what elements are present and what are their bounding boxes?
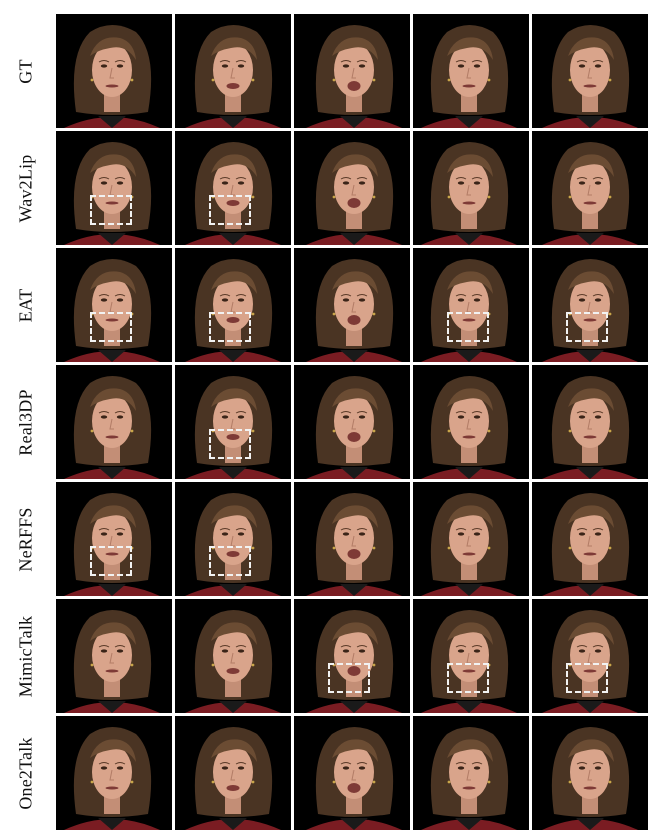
face-image xyxy=(532,599,648,713)
face-image xyxy=(294,716,410,830)
row-label-text: One2Talk xyxy=(15,736,36,810)
mouth-highlight-box xyxy=(90,195,132,225)
mouth-highlight-box xyxy=(566,312,608,342)
row-label: NeRFFS xyxy=(0,482,52,596)
face-image xyxy=(413,14,529,128)
face-image xyxy=(56,716,172,830)
face-image xyxy=(413,599,529,713)
mouth-highlight-box xyxy=(209,429,251,459)
row-label-text: MimicTalk xyxy=(15,615,36,697)
face-image xyxy=(413,716,529,830)
face-image xyxy=(175,14,291,128)
mouth-highlight-box xyxy=(90,312,132,342)
mouth-highlight-box xyxy=(447,663,489,693)
face-image xyxy=(56,482,172,596)
face-image xyxy=(413,131,529,245)
row-label-text: Wav2Lip xyxy=(15,154,36,222)
face-image xyxy=(175,131,291,245)
mouth-highlight-box xyxy=(209,312,251,342)
face-image xyxy=(413,365,529,479)
mouth-highlight-box xyxy=(90,546,132,576)
mouth-highlight-box xyxy=(566,663,608,693)
face-image xyxy=(532,14,648,128)
face-image xyxy=(294,131,410,245)
face-image xyxy=(532,131,648,245)
row-label-text: NeRFFS xyxy=(15,506,36,572)
row-label: MimicTalk xyxy=(0,599,52,713)
mouth-highlight-box xyxy=(209,195,251,225)
row-label-text: EAT xyxy=(15,288,36,322)
face-image xyxy=(56,365,172,479)
row-label: EAT xyxy=(0,248,52,362)
row-label: GT xyxy=(0,14,52,128)
row-label: Wav2Lip xyxy=(0,131,52,245)
face-image xyxy=(56,131,172,245)
row-label-text: GT xyxy=(15,58,36,84)
mouth-highlight-box xyxy=(447,312,489,342)
face-image xyxy=(175,482,291,596)
face-image xyxy=(294,365,410,479)
face-image xyxy=(175,599,291,713)
row-label: Real3DP xyxy=(0,365,52,479)
face-image xyxy=(175,248,291,362)
face-image xyxy=(56,248,172,362)
face-image xyxy=(56,599,172,713)
face-image xyxy=(294,482,410,596)
face-image xyxy=(532,248,648,362)
mouth-highlight-box xyxy=(328,663,370,693)
face-image xyxy=(56,14,172,128)
face-image xyxy=(294,599,410,713)
face-image xyxy=(532,716,648,830)
face-image xyxy=(413,248,529,362)
face-image xyxy=(532,482,648,596)
face-image xyxy=(294,248,410,362)
face-image xyxy=(294,14,410,128)
row-label: One2Talk xyxy=(0,716,52,830)
face-image xyxy=(175,716,291,830)
face-image xyxy=(175,365,291,479)
row-label-text: Real3DP xyxy=(15,388,36,456)
face-image xyxy=(413,482,529,596)
face-image xyxy=(532,365,648,479)
mouth-highlight-box xyxy=(209,546,251,576)
